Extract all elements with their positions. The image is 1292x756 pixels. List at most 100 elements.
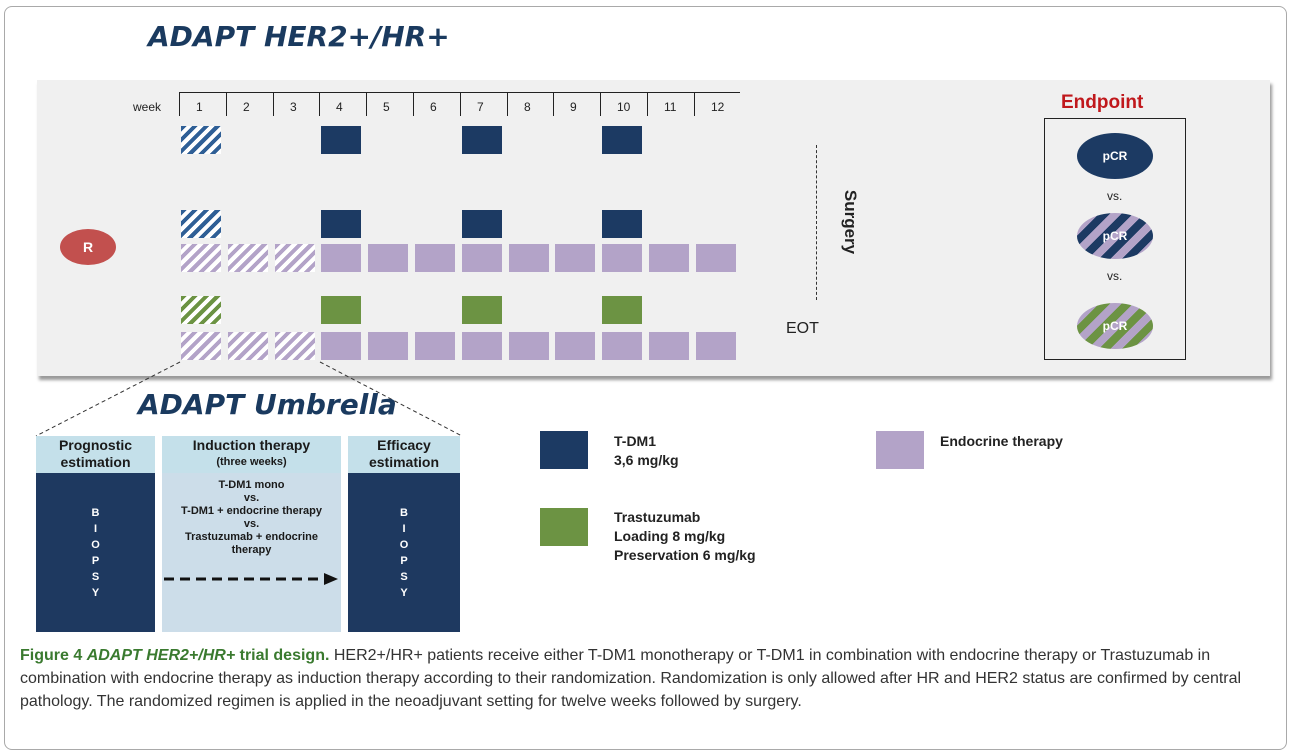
legend-tdm1-dose: 3,6 mg/kg [614, 452, 679, 468]
week-axis-line [179, 92, 740, 93]
schedule-box-endocrine-therapy-week-7 [462, 244, 502, 272]
pcr-oval-trastuzumab-endocrine: pCR [1077, 303, 1153, 349]
schedule-box-endocrine-therapy-week-9 [555, 244, 595, 272]
week-number-label: 12 [711, 100, 725, 114]
schedule-box-endocrine-therapy-week-7 [462, 332, 502, 360]
caption-label: Figure 4 [20, 647, 83, 664]
schedule-box-trastuzumab-week-7 [462, 296, 502, 324]
biopsy-letter: P [91, 555, 100, 567]
endpoint-box: pCR vs. pCR vs. pCR [1044, 118, 1186, 360]
induction-line: vs. [243, 518, 260, 530]
induction-line: T-DM1 + endocrine therapy [181, 505, 322, 517]
week-number-label: 2 [243, 100, 250, 114]
week-tick [273, 92, 274, 116]
schedule-box-endocrine-therapy-week-2 [228, 244, 268, 272]
biopsy-letter: B [91, 507, 100, 519]
schedule-box-t-dm1-week-1 [181, 210, 221, 238]
caption-text: HER2+/HR+ patients receive either T-DM1 … [20, 647, 1242, 710]
schedule-box-t-dm1-hatched-week-1--week-10 [602, 126, 642, 154]
caption-title-italic: ADAPT HER2+/HR+ [86, 647, 236, 664]
schedule-box-t-dm1-week-4 [321, 210, 361, 238]
biopsy-letter: I [93, 523, 98, 535]
schedule-box-endocrine-therapy-week-6 [415, 244, 455, 272]
induction-line: Trastuzumab + endocrine [185, 531, 318, 543]
eot-label: EOT [786, 320, 819, 337]
legend-trastuzumab-preservation: Preservation 6 mg/kg [614, 547, 756, 563]
induction-arrow [164, 573, 338, 585]
caption-title-rest: trial design. [235, 647, 330, 664]
schedule-box-t-dm1-hatched-week-1--week-7 [462, 126, 502, 154]
week-number-label: 7 [477, 100, 484, 114]
induction-column: Induction therapy (three weeks) T-DM1 mo… [162, 436, 341, 632]
week-number-label: 3 [290, 100, 297, 114]
schedule-box-t-dm1-week-10 [602, 210, 642, 238]
endpoint-title: Endpoint [1061, 92, 1144, 113]
prognostic-head-line1: Prognostic [58, 437, 133, 453]
efficacy-biopsy: B I O P S Y [348, 473, 460, 632]
week-tick [460, 92, 461, 116]
vs-label-1: vs. [1107, 189, 1123, 203]
week-tick [694, 92, 695, 116]
schedule-box-t-dm1-hatched-week-1--week-4 [321, 126, 361, 154]
biopsy-letter: S [400, 571, 408, 583]
week-tick [600, 92, 601, 116]
efficacy-column: Efficacy estimation B I O P S Y [348, 436, 460, 632]
schedule-box-endocrine-therapy-week-5 [368, 244, 408, 272]
schedule-box-trastuzumab-week-4 [321, 296, 361, 324]
induction-body: T-DM1 mono vs. T-DM1 + endocrine therapy… [162, 473, 341, 632]
schedule-box-endocrine-therapy-week-12 [696, 244, 736, 272]
legend-tdm1: T-DM1 3,6 mg/kg [614, 432, 679, 470]
biopsy-letter: Y [91, 587, 100, 599]
week-number-label: 5 [383, 100, 390, 114]
schedule-box-endocrine-therapy-week-10 [602, 332, 642, 360]
schedule-box-endocrine-therapy-week-1 [181, 244, 221, 272]
schedule-box-trastuzumab-week-10 [602, 296, 642, 324]
timeline-panel [37, 80, 1270, 376]
week-tick [647, 92, 648, 116]
biopsy-letter: S [91, 571, 100, 583]
schedule-box-endocrine-therapy-week-12 [696, 332, 736, 360]
pcr-oval-tdm1-endocrine: pCR [1077, 213, 1153, 259]
induction-line: vs. [243, 492, 260, 504]
legend-endocrine: Endocrine therapy [940, 433, 1063, 449]
week-tick [179, 92, 180, 116]
week-number-label: 1 [196, 100, 203, 114]
induction-line: T-DM1 mono [218, 479, 285, 491]
schedule-box-endocrine-therapy-week-9 [555, 332, 595, 360]
surgery-dashed-line [816, 145, 817, 300]
schedule-box-t-dm1-hatched-week-1--week-1 [181, 126, 221, 154]
week-tick [366, 92, 367, 116]
biopsy-letter: O [91, 539, 100, 551]
pcr-oval-tdm1: pCR [1077, 133, 1153, 179]
induction-head-line1: Induction therapy [192, 437, 311, 453]
umbrella-title: ADAPT Umbrella [138, 388, 397, 421]
legend-trastuzumab: Trastuzumab Loading 8 mg/kg Preservation… [614, 508, 756, 565]
schedule-box-endocrine-therapy-week-11 [649, 332, 689, 360]
week-number-label: 8 [524, 100, 531, 114]
week-tick [226, 92, 227, 116]
efficacy-header: Efficacy estimation [348, 436, 460, 473]
legend-swatch-tdm1 [540, 431, 588, 469]
schedule-box-trastuzumab-week-1 [181, 296, 221, 324]
schedule-box-endocrine-therapy-week-5 [368, 332, 408, 360]
schedule-box-endocrine-therapy-week-2 [228, 332, 268, 360]
week-tick [553, 92, 554, 116]
legend-tdm1-name: T-DM1 [614, 433, 656, 449]
prognostic-biopsy: B I O P S Y [36, 473, 155, 632]
trial-title: ADAPT HER2+/HR+ [148, 20, 450, 53]
week-number-label: 9 [570, 100, 577, 114]
schedule-box-endocrine-therapy-week-3 [275, 244, 315, 272]
schedule-box-t-dm1-week-7 [462, 210, 502, 238]
schedule-box-endocrine-therapy-week-4 [321, 244, 361, 272]
schedule-box-endocrine-therapy-week-8 [509, 244, 549, 272]
biopsy-letter: O [399, 539, 409, 551]
efficacy-head-line1: Efficacy [377, 437, 431, 453]
week-number-label: 11 [664, 100, 677, 114]
induction-head-line2: (three weeks) [216, 456, 287, 468]
week-tick [413, 92, 414, 116]
biopsy-letter: I [402, 523, 406, 535]
schedule-box-endocrine-therapy-week-6 [415, 332, 455, 360]
schedule-box-endocrine-therapy-week-4 [321, 332, 361, 360]
vs-label-2: vs. [1107, 269, 1123, 283]
